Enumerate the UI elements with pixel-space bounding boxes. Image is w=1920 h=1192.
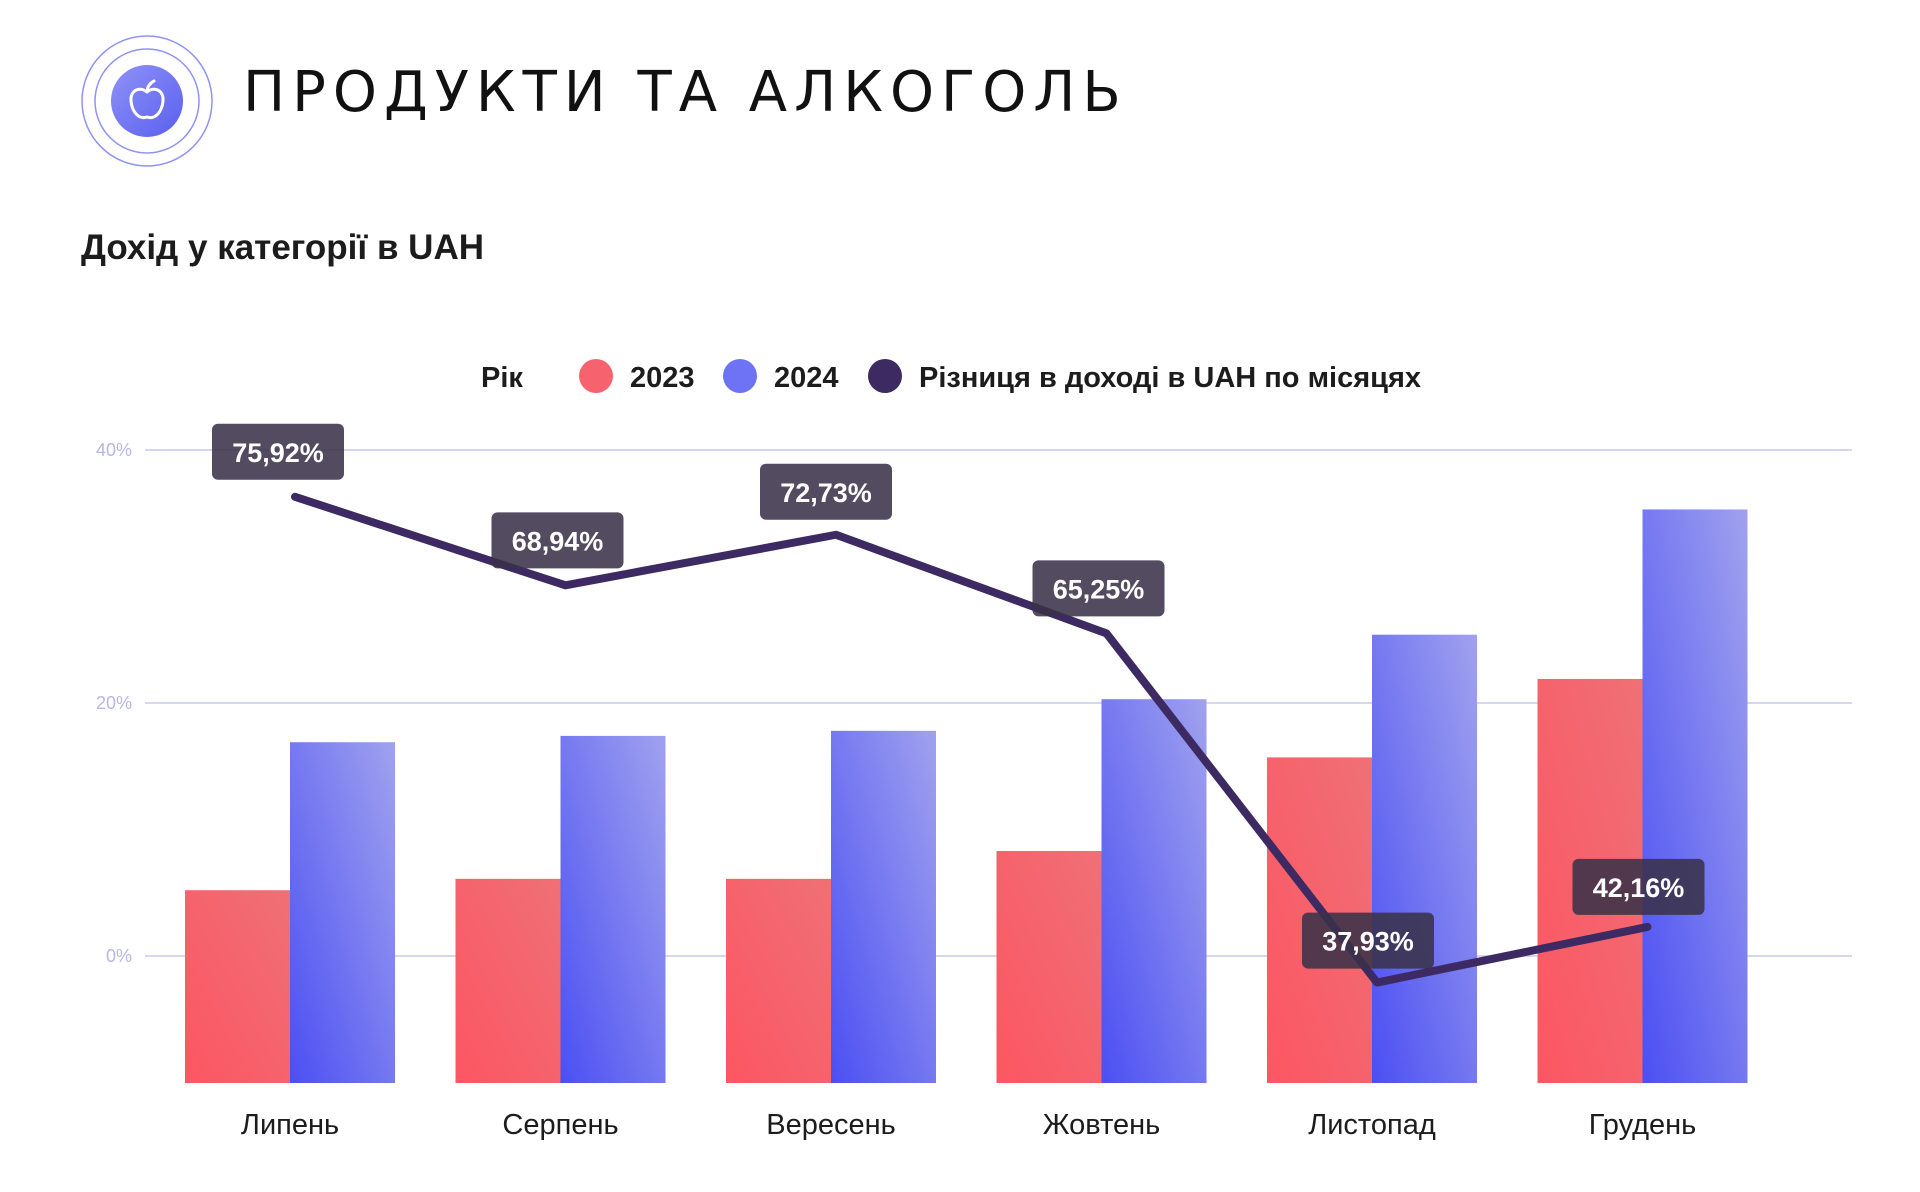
data-label: 75,92% xyxy=(232,438,324,468)
y-tick-label: 0% xyxy=(106,946,132,966)
difference-line xyxy=(291,492,1652,987)
data-label-box xyxy=(1302,912,1434,969)
bar-2023 xyxy=(185,890,290,1083)
data-label-box xyxy=(1572,858,1705,915)
data-label: 42,16% xyxy=(1593,873,1685,903)
bar-2024 xyxy=(831,730,936,1083)
category-label: Вересень xyxy=(766,1109,895,1141)
data-labels: 75,92% 68,94% 72,73% 65,25% 37,93% 42,16% xyxy=(212,423,1705,969)
legend-label-2023: 2023 xyxy=(630,362,695,394)
bar-2024 xyxy=(1101,699,1207,1083)
bar-2024 xyxy=(290,742,395,1083)
data-label-box xyxy=(1032,560,1165,617)
bar-2024 xyxy=(1372,634,1477,1083)
logo xyxy=(80,34,214,168)
data-label: 37,93% xyxy=(1322,927,1414,957)
data-label-box xyxy=(760,463,892,520)
bar-2024 xyxy=(560,735,666,1083)
bars xyxy=(185,509,1748,1084)
bar-2023 xyxy=(996,851,1102,1083)
data-label: 68,94% xyxy=(512,526,604,556)
data-label: 72,73% xyxy=(780,478,872,508)
data-label-box xyxy=(491,512,624,569)
legend-marker-2023 xyxy=(579,359,613,393)
category-label: Серпень xyxy=(502,1109,618,1141)
legend-marker-difference xyxy=(868,359,902,393)
legend-marker-2024 xyxy=(723,359,757,393)
legend: Рік 2023 2024 Різниця в доході в UAH по … xyxy=(481,359,1421,394)
legend-label-difference: Різниця в доході в UAH по місяцях xyxy=(919,362,1421,394)
data-label-box xyxy=(212,423,344,480)
category-labels: Липень Серпень Вересень Жовтень Листопад Груд… xyxy=(241,1109,1696,1141)
y-tick-label: 20% xyxy=(96,693,132,713)
bar-2024 xyxy=(1642,509,1748,1084)
category-label: Грудень xyxy=(1589,1109,1697,1141)
apple-icon xyxy=(81,35,213,167)
bar-2023 xyxy=(455,878,561,1083)
y-tick-label: 40% xyxy=(96,440,132,460)
chart-subtitle: Дохід у категорії в UAH xyxy=(81,228,485,267)
data-label: 65,25% xyxy=(1053,574,1145,604)
page-title: ПРОДУКТИ ТА АЛКОГОЛЬ xyxy=(243,60,1128,125)
bar-2023 xyxy=(726,878,831,1083)
legend-title: Рік xyxy=(481,362,523,394)
category-label: Листопад xyxy=(1308,1109,1436,1141)
difference-line-layer xyxy=(291,492,1652,987)
legend-label-2024: 2024 xyxy=(774,362,839,394)
category-label: Жовтень xyxy=(1043,1109,1161,1141)
category-label: Липень xyxy=(241,1109,339,1141)
